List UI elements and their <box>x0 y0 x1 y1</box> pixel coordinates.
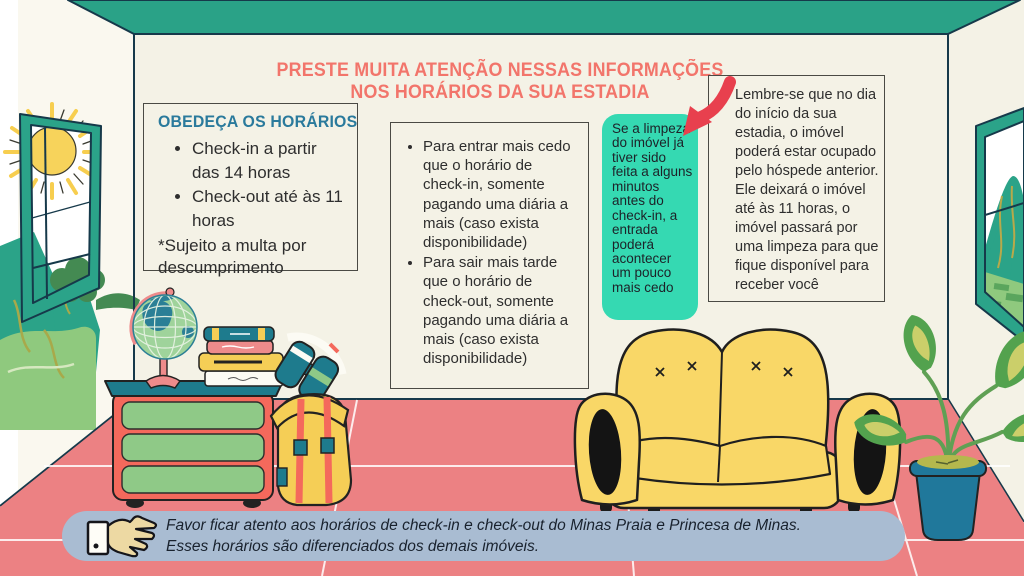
schedule-box: OBEDEÇA OS HORÁRIOS Check-in a partir da… <box>143 103 358 277</box>
schedule-box-heading: OBEDEÇA OS HORÁRIOS <box>158 113 358 131</box>
plant-pot <box>909 455 987 541</box>
cleaning-callout: Se a limpeza do imóvel já tiver sido fei… <box>602 114 698 320</box>
plant-leaves <box>854 314 1024 446</box>
right-window <box>975 107 1024 343</box>
policy-item: Para entrar mais cedo que o horário de c… <box>423 137 580 252</box>
globe-icon <box>129 287 198 389</box>
ceiling <box>67 0 1021 35</box>
left-window <box>0 102 140 430</box>
schedule-item: Check-out até às 11 horas <box>192 185 343 233</box>
plant-illustration <box>854 314 1024 541</box>
page-title-line1: PRESTE MUITA ATENÇÃO NESSAS INFORMAÇÕES <box>276 60 724 81</box>
policy-item: Para sair mais tarde que o horário de ch… <box>423 253 580 368</box>
footer-text-line1: Favor ficar atento aos horários de check… <box>166 517 801 534</box>
backpack-illustration <box>269 342 353 507</box>
page-title: PRESTE MUITA ATENÇÃO NESSAS INFORMAÇÕES … <box>256 60 745 104</box>
mountain-scene <box>0 232 140 430</box>
footer-text: Favor ficar atento aos horários de check… <box>166 515 886 557</box>
footer-text-line2: Esses horários são diferenciados dos dem… <box>166 538 540 555</box>
page-title-line2: NOS HORÁRIOS DA SUA ESTADIA <box>350 82 650 103</box>
dresser-illustration <box>104 380 284 508</box>
early-late-policy-box: Para entrar mais cedo que o horário de c… <box>390 122 589 389</box>
schedule-item: Check-in a partir das 14 horas <box>192 137 343 185</box>
penalty-note: *Sujeito a multa por descumprimento <box>158 235 307 278</box>
book-stack <box>198 326 284 387</box>
reminder-list: Lembre-se que no dia do início da sua es… <box>713 86 880 295</box>
reminder-item: Lembre-se que no dia do início da sua es… <box>735 86 880 295</box>
curved-arrow-icon <box>683 76 736 136</box>
policy-list: Para entrar mais cedo que o horário de c… <box>397 137 580 368</box>
schedule-list: Check-in a partir das 14 horas Check-out… <box>158 137 343 234</box>
pointing-hand-icon <box>86 515 158 558</box>
cleaning-callout-text: Se a limpeza do imóvel já tiver sido fei… <box>612 121 693 295</box>
sofa-illustration <box>573 328 902 518</box>
tuft-marks <box>655 361 793 377</box>
reminder-box: Lembre-se que no dia do início da sua es… <box>708 75 885 302</box>
footer-banner: Favor ficar atento aos horários de check… <box>62 511 905 561</box>
